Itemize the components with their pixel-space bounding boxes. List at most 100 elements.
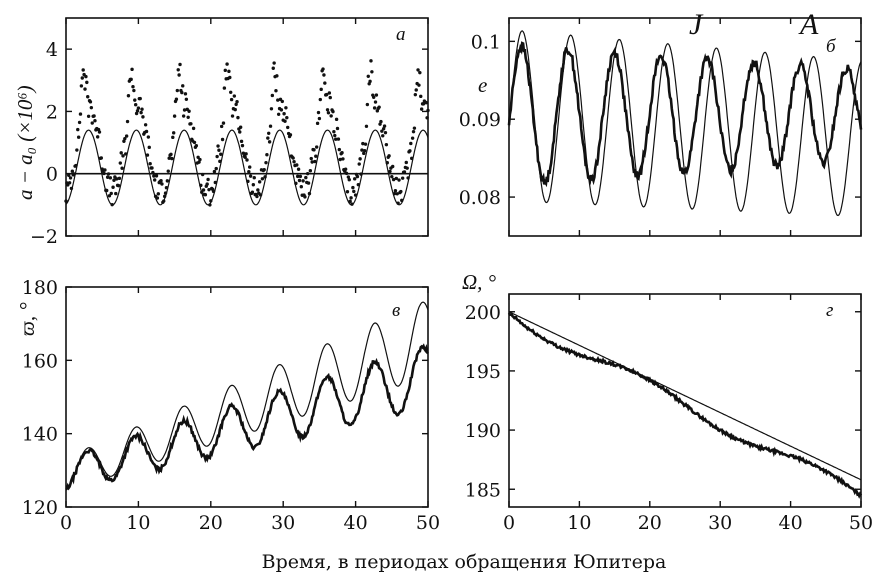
series-line-thin — [65, 129, 429, 206]
data-point — [244, 152, 248, 156]
data-point — [310, 160, 314, 164]
data-point — [122, 139, 126, 143]
data-point — [378, 122, 382, 126]
data-point — [255, 194, 259, 199]
data-point — [80, 76, 84, 80]
data-point — [380, 129, 384, 133]
x-tick-label: 40 — [344, 512, 368, 534]
data-point — [374, 93, 379, 97]
data-point — [86, 95, 90, 99]
data-point — [265, 152, 269, 157]
data-point — [352, 189, 356, 194]
data-point — [358, 157, 362, 161]
data-point — [152, 174, 156, 178]
data-point — [198, 157, 202, 162]
data-point — [360, 148, 364, 152]
data-point — [264, 160, 268, 165]
data-point — [227, 69, 231, 74]
data-point — [280, 99, 284, 104]
data-point — [350, 202, 354, 206]
data-point — [326, 111, 331, 115]
data-point — [248, 174, 253, 178]
data-point — [324, 92, 329, 97]
y-tick-label: −2 — [30, 226, 58, 248]
data-point — [206, 177, 210, 182]
data-point — [352, 177, 357, 181]
x-tick-label: 0 — [503, 512, 515, 534]
data-point — [385, 161, 389, 165]
data-point — [414, 88, 418, 92]
data-point — [118, 161, 123, 165]
data-point — [335, 126, 340, 131]
data-point — [349, 196, 353, 200]
data-point — [99, 156, 103, 160]
data-point — [136, 106, 141, 110]
corner-label-j: J — [689, 8, 704, 41]
data-point — [199, 183, 203, 188]
data-point — [328, 95, 332, 100]
data-point — [105, 175, 110, 179]
data-point — [159, 178, 163, 183]
data-point — [233, 107, 237, 112]
data-point — [245, 158, 249, 162]
data-point — [344, 171, 349, 176]
data-point — [125, 119, 130, 124]
data-point — [129, 77, 133, 82]
data-point — [162, 199, 166, 203]
data-point — [425, 116, 429, 120]
data-point — [340, 151, 344, 155]
data-point — [126, 94, 131, 98]
data-point — [341, 157, 345, 161]
data-point — [397, 178, 401, 182]
data-point — [166, 169, 170, 173]
y-tick-label: 195 — [465, 361, 501, 383]
panel-a-ylabel: a − a₀ (×10⁶) — [13, 85, 37, 200]
data-point — [365, 102, 370, 107]
data-point — [348, 199, 352, 204]
data-point — [167, 156, 171, 160]
data-point — [68, 176, 73, 180]
data-point — [107, 194, 112, 198]
data-point — [346, 175, 351, 179]
data-point — [124, 134, 129, 138]
data-point — [258, 193, 263, 197]
data-point — [223, 68, 227, 73]
data-point — [197, 160, 201, 164]
panel-v-ylabel: ϖ, ° — [15, 302, 39, 336]
data-point — [178, 62, 182, 67]
data-point — [402, 170, 407, 174]
data-point — [160, 182, 164, 186]
data-point — [116, 183, 121, 188]
data-point — [327, 91, 332, 95]
data-point — [363, 142, 368, 146]
data-point — [236, 115, 240, 120]
y-tick-label: 185 — [465, 479, 501, 501]
data-point — [366, 74, 370, 78]
data-point — [343, 167, 348, 171]
data-point — [208, 203, 212, 207]
data-point — [120, 166, 124, 170]
data-point — [183, 92, 188, 96]
data-point — [419, 107, 424, 111]
data-point — [314, 145, 319, 149]
data-point — [111, 185, 115, 189]
y-tick-label: 0.1 — [471, 31, 501, 53]
y-tick-label: 0.08 — [459, 187, 501, 209]
data-point — [81, 68, 85, 72]
data-point — [117, 176, 122, 181]
data-point — [132, 88, 136, 93]
data-point — [246, 179, 250, 184]
data-point — [184, 97, 189, 102]
data-point — [219, 152, 223, 156]
data-point — [155, 196, 160, 200]
data-point — [192, 140, 197, 145]
data-point — [174, 97, 179, 101]
data-point — [338, 157, 342, 162]
data-point — [377, 105, 381, 109]
data-point — [148, 161, 152, 166]
data-point — [411, 129, 416, 134]
data-point — [156, 192, 161, 196]
data-point — [95, 135, 100, 139]
data-point — [163, 191, 168, 195]
